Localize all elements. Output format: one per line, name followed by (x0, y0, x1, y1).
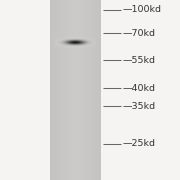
Text: —25kd: —25kd (122, 140, 155, 148)
Text: —55kd: —55kd (122, 56, 155, 65)
Text: —35kd: —35kd (122, 102, 156, 111)
Text: —40kd: —40kd (122, 84, 155, 93)
Text: —70kd: —70kd (122, 29, 155, 38)
Text: —100kd: —100kd (122, 5, 161, 14)
